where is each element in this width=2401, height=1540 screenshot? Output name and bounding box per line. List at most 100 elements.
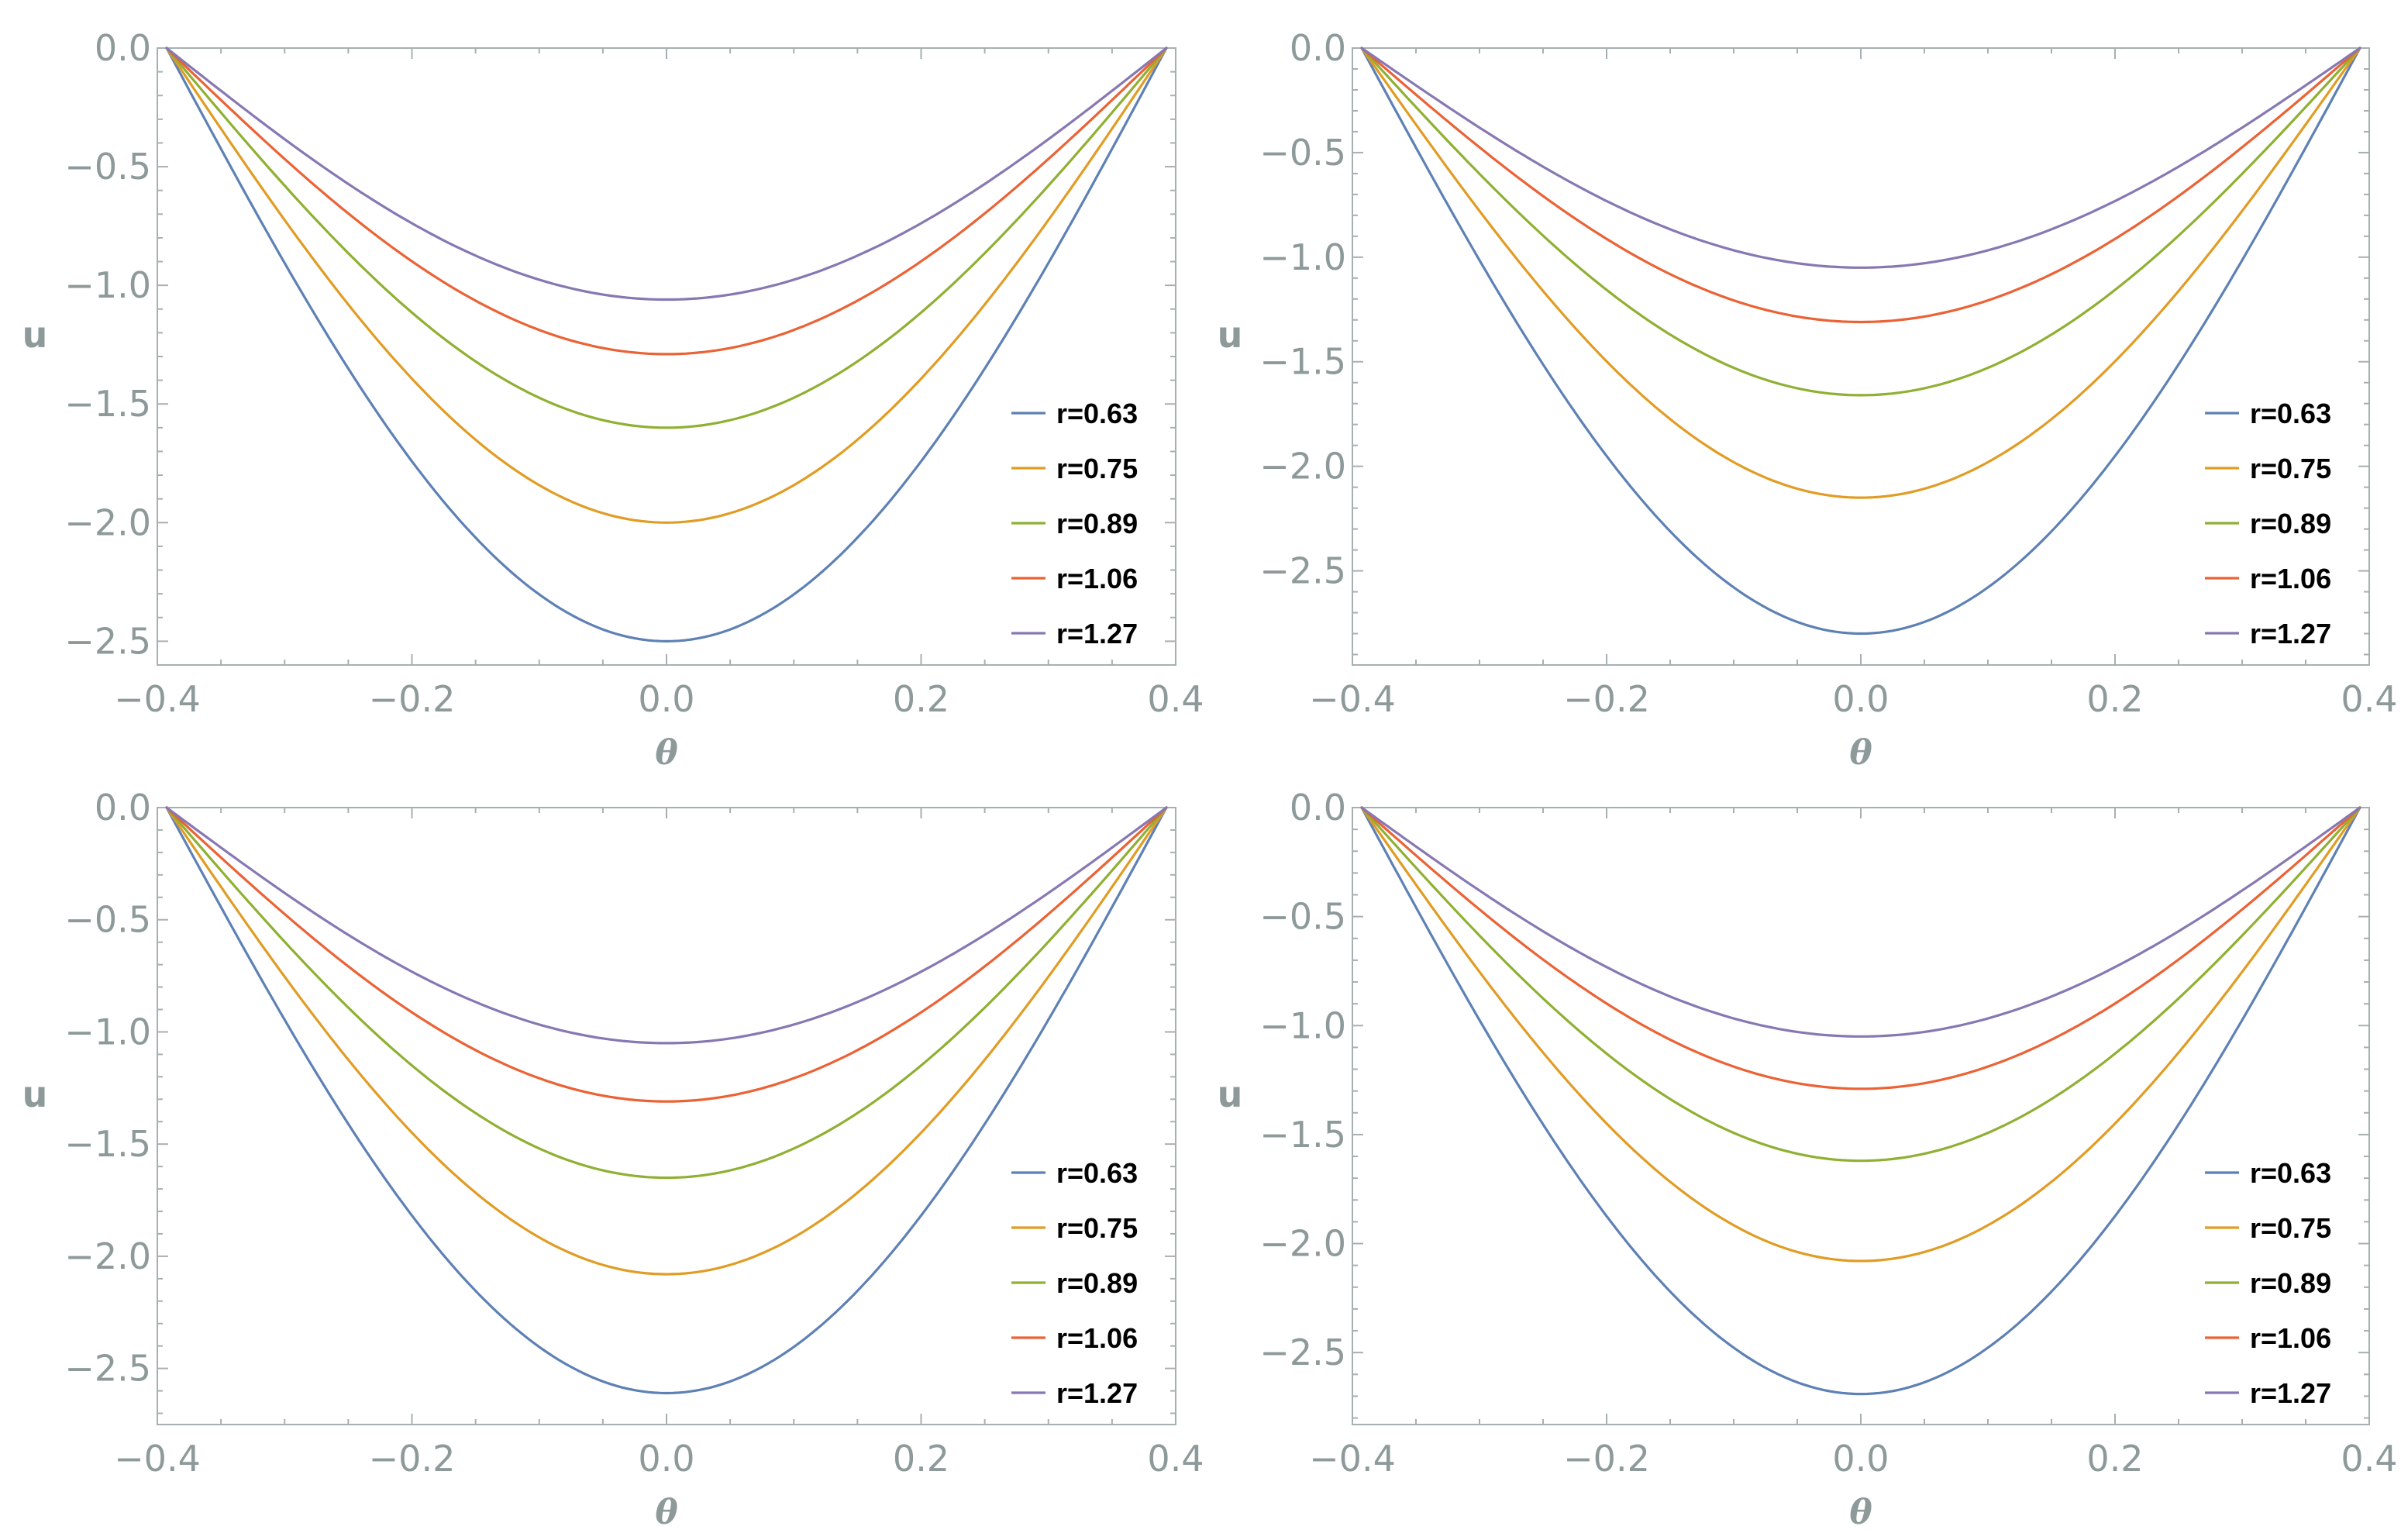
legend-label: r=0.63 bbox=[1056, 398, 1138, 429]
y-tick-label: −1.5 bbox=[64, 383, 151, 425]
legend-label: r=1.27 bbox=[2250, 1377, 2331, 1409]
series-line-r-1-27 bbox=[165, 47, 1168, 301]
series-line-r-0-63 bbox=[1360, 47, 2361, 636]
series-line-r-1-27 bbox=[165, 806, 1168, 1045]
x-tick-label: −0.2 bbox=[1563, 678, 1650, 720]
y-tick-label: −2.0 bbox=[64, 1235, 151, 1277]
y-tick-label: −1.0 bbox=[1259, 1004, 1346, 1046]
series-line-r-1-06 bbox=[1360, 806, 2361, 1090]
y-tick-label: 0.0 bbox=[95, 787, 151, 829]
chart-panel-bottom-left: −0.4 −0.2 0.0 0.2 0.4 0.0 −0.5 −1.0 −1.5 −2.0 −2.5… bbox=[22, 787, 1204, 1532]
series-line-r-0-75 bbox=[1360, 806, 2361, 1263]
x-tick-label: 0.0 bbox=[1832, 678, 1889, 720]
legend-label: r=1.06 bbox=[1056, 1322, 1138, 1354]
series-line-r-0-89 bbox=[1360, 47, 2361, 397]
x-axis-label: θ bbox=[1849, 733, 1872, 773]
y-tick-label: −2.5 bbox=[64, 620, 151, 662]
x-tick-label: −0.2 bbox=[369, 678, 456, 720]
series-line-r-0-75 bbox=[1360, 47, 2361, 499]
plot-frame bbox=[1352, 47, 2370, 666]
legend-label: r=0.75 bbox=[2250, 1212, 2331, 1244]
x-tick-label: −0.2 bbox=[1563, 1438, 1650, 1480]
plot-frame bbox=[1352, 807, 2370, 1425]
x-axis-label: θ bbox=[655, 733, 678, 773]
x-tick-label: −0.4 bbox=[114, 1438, 201, 1480]
legend-label: r=0.89 bbox=[2250, 508, 2331, 539]
y-tick-label: 0.0 bbox=[95, 27, 151, 69]
chart-panel-top-left: −0.4 −0.2 0.0 0.2 0.4 0.0 −0.5 −1.0 −1.5 −2.0 −2.5… bbox=[22, 27, 1204, 773]
series-line-r-0-89 bbox=[1360, 806, 2361, 1163]
legend-label: r=1.27 bbox=[2250, 618, 2331, 649]
legend-label: r=1.27 bbox=[1056, 1377, 1138, 1409]
legend-label: r=0.89 bbox=[1056, 1267, 1138, 1299]
y-tick-label: −2.0 bbox=[1259, 446, 1346, 487]
x-tick-label: 0.2 bbox=[2086, 678, 2143, 720]
x-tick-label: 0.0 bbox=[638, 1438, 694, 1480]
y-tick-label: −0.5 bbox=[64, 899, 151, 941]
legend-label: r=1.06 bbox=[2250, 1322, 2331, 1354]
y-tick-label: 0.0 bbox=[1290, 787, 1346, 829]
series-line-r-1-27 bbox=[1360, 47, 2361, 269]
chart-panel-top-right: −0.4 −0.2 0.0 0.2 0.4 0.0 −0.5 −1.0 −1.5 −2.0 −2.5… bbox=[1218, 27, 2398, 773]
series-line-r-0-89 bbox=[165, 806, 1168, 1180]
legend-label: r=0.75 bbox=[1056, 453, 1138, 484]
y-axis-label: u bbox=[1218, 314, 1243, 356]
legend-label: r=0.63 bbox=[2250, 1157, 2331, 1189]
series-line-r-1-06 bbox=[1360, 47, 2361, 324]
series-line-r-1-06 bbox=[165, 47, 1168, 356]
y-tick-label: −0.5 bbox=[1259, 896, 1346, 938]
x-tick-label: −0.4 bbox=[1309, 1438, 1396, 1480]
y-tick-label: −1.5 bbox=[1259, 1114, 1346, 1156]
y-tick-label: −0.5 bbox=[64, 146, 151, 188]
legend-label: r=0.75 bbox=[2250, 453, 2331, 484]
x-tick-label: 0.4 bbox=[1147, 1438, 1204, 1480]
x-tick-label: 0.2 bbox=[2086, 1438, 2143, 1480]
series-line-r-0-75 bbox=[165, 806, 1168, 1276]
x-tick-label: 0.0 bbox=[638, 678, 694, 720]
x-axis-label: θ bbox=[655, 1493, 678, 1532]
legend-label: r=0.89 bbox=[1056, 508, 1138, 539]
series-line-r-0-63 bbox=[1360, 806, 2361, 1396]
y-tick-label: −2.5 bbox=[64, 1348, 151, 1390]
legend-label: r=0.63 bbox=[2250, 398, 2331, 429]
x-tick-label: 0.2 bbox=[893, 678, 949, 720]
series-line-r-0-75 bbox=[165, 47, 1168, 524]
x-tick-label: 0.4 bbox=[1147, 678, 1204, 720]
legend-label: r=0.75 bbox=[1056, 1212, 1138, 1244]
x-tick-label: −0.4 bbox=[114, 678, 201, 720]
y-tick-label: −2.0 bbox=[64, 501, 151, 543]
y-tick-label: −2.5 bbox=[1259, 1332, 1346, 1373]
series-line-r-0-63 bbox=[165, 47, 1168, 643]
y-tick-label: 0.0 bbox=[1290, 27, 1346, 69]
legend-label: r=1.06 bbox=[2250, 563, 2331, 594]
y-axis-label: u bbox=[22, 1073, 48, 1115]
x-tick-label: −0.2 bbox=[369, 1438, 456, 1480]
legend-label: r=0.89 bbox=[2250, 1267, 2331, 1299]
y-tick-label: −2.0 bbox=[1259, 1223, 1346, 1265]
x-axis-label: θ bbox=[1849, 1493, 1872, 1532]
y-tick-label: −1.0 bbox=[64, 1011, 151, 1053]
legend-label: r=1.27 bbox=[1056, 618, 1138, 649]
series-line-r-0-63 bbox=[165, 806, 1168, 1395]
x-tick-label: 0.4 bbox=[2341, 1438, 2397, 1480]
y-tick-label: −1.0 bbox=[64, 264, 151, 306]
y-tick-label: −1.5 bbox=[1259, 341, 1346, 383]
series-line-r-1-06 bbox=[165, 806, 1168, 1103]
series-line-r-1-27 bbox=[1360, 806, 2361, 1038]
y-axis-label: u bbox=[22, 314, 48, 356]
plot-frame bbox=[157, 807, 1176, 1425]
y-axis-label: u bbox=[1218, 1073, 1243, 1115]
series-line-r-0-89 bbox=[165, 47, 1168, 429]
y-tick-label: −1.0 bbox=[1259, 236, 1346, 278]
legend-label: r=0.63 bbox=[1056, 1157, 1138, 1189]
x-tick-label: −0.4 bbox=[1309, 678, 1396, 720]
chart-panel-bottom-right: −0.4 −0.2 0.0 0.2 0.4 0.0 −0.5 −1.0 −1.5 −2.0 −2.5… bbox=[1218, 787, 2398, 1532]
plot-frame bbox=[157, 47, 1176, 666]
y-tick-label: −2.5 bbox=[1259, 550, 1346, 592]
y-tick-label: −1.5 bbox=[64, 1123, 151, 1165]
x-tick-label: 0.2 bbox=[893, 1438, 949, 1480]
y-tick-label: −0.5 bbox=[1259, 132, 1346, 174]
x-tick-label: 0.0 bbox=[1832, 1438, 1889, 1480]
x-tick-label: 0.4 bbox=[2341, 678, 2397, 720]
